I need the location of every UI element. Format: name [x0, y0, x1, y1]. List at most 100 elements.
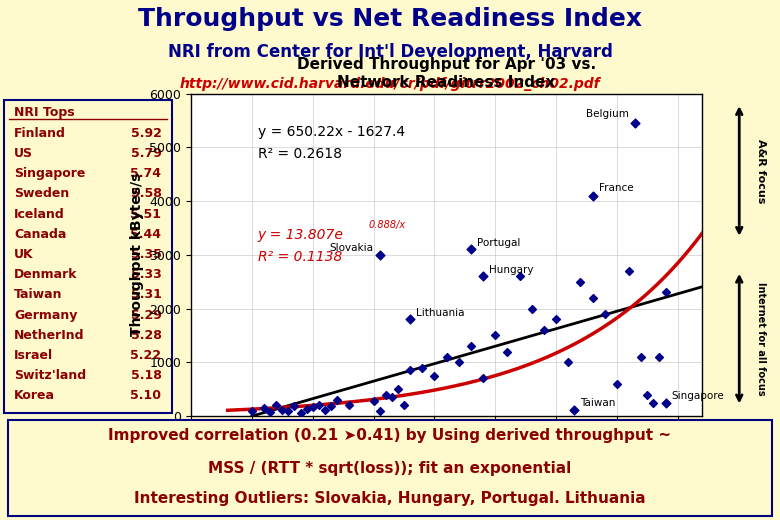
Text: Interesting Outliers: Slovakia, Hungary, Portugal. Lithuania: Interesting Outliers: Slovakia, Hungary,… — [134, 491, 646, 506]
Text: Germany: Germany — [14, 308, 77, 321]
Text: 5.22: 5.22 — [130, 349, 161, 362]
Text: R² = 0.1138: R² = 0.1138 — [257, 250, 342, 264]
Text: Taiwan: Taiwan — [14, 288, 62, 301]
Text: Belgium: Belgium — [586, 109, 629, 119]
Text: Canada: Canada — [14, 228, 66, 241]
Point — [568, 406, 580, 414]
Point — [264, 408, 276, 416]
Point — [300, 405, 313, 413]
Point — [270, 401, 282, 409]
Text: UK: UK — [14, 248, 34, 261]
Text: Korea: Korea — [14, 389, 55, 402]
Text: A&R focus: A&R focus — [757, 139, 767, 203]
Point — [404, 315, 417, 323]
Point — [324, 402, 337, 410]
Text: Lithuania: Lithuania — [417, 308, 465, 318]
Text: 5.79: 5.79 — [130, 147, 161, 160]
Y-axis label: Throughput kBytes/s: Throughput kBytes/s — [129, 173, 144, 336]
Point — [398, 401, 410, 409]
Text: Sweden: Sweden — [14, 187, 69, 200]
Point — [313, 401, 325, 409]
Text: Portugal: Portugal — [477, 238, 520, 248]
Text: 0.888/x: 0.888/x — [369, 219, 406, 230]
Text: US: US — [14, 147, 33, 160]
Text: 5.29: 5.29 — [130, 308, 161, 321]
Text: Singapore: Singapore — [14, 167, 86, 180]
FancyBboxPatch shape — [4, 100, 172, 413]
Text: 5.74: 5.74 — [130, 167, 161, 180]
Point — [258, 404, 271, 412]
Point — [465, 245, 477, 254]
Point — [641, 391, 654, 399]
Text: 5.28: 5.28 — [130, 329, 161, 342]
Text: y = 650.22x - 1627.4: y = 650.22x - 1627.4 — [257, 124, 405, 138]
Text: R² = 0.2618: R² = 0.2618 — [257, 147, 342, 161]
Point — [587, 191, 599, 200]
Point — [380, 391, 392, 399]
Point — [513, 272, 526, 280]
Point — [477, 272, 489, 280]
Text: Hungary: Hungary — [489, 265, 534, 275]
Text: 5.92: 5.92 — [130, 127, 161, 140]
Point — [659, 288, 672, 296]
Text: y = 13.807e: y = 13.807e — [257, 228, 343, 242]
Text: Internet for all focus: Internet for all focus — [757, 282, 767, 395]
Text: 5.44: 5.44 — [130, 228, 161, 241]
Text: Throughput vs Net Readiness Index: Throughput vs Net Readiness Index — [138, 7, 642, 32]
Title: Derived Throughput for Apr '03 vs.
Network Readiness Index: Derived Throughput for Apr '03 vs. Netwo… — [297, 57, 596, 89]
Text: Taiwan: Taiwan — [580, 398, 615, 408]
Text: MSS / (RTT * sqrt(loss)); fit an exponential: MSS / (RTT * sqrt(loss)); fit an exponen… — [208, 461, 572, 476]
Text: NRI Tops: NRI Tops — [14, 107, 75, 120]
Point — [276, 406, 289, 414]
Text: Slovakia: Slovakia — [330, 243, 374, 253]
Text: 5.35: 5.35 — [130, 248, 161, 261]
Text: 5.31: 5.31 — [130, 288, 161, 301]
Text: Improved correlation (0.21 ➤0.41) by Using derived throughput ~: Improved correlation (0.21 ➤0.41) by Usi… — [108, 428, 672, 444]
Point — [440, 353, 452, 361]
Point — [574, 278, 587, 286]
Point — [374, 251, 386, 259]
Text: Finland: Finland — [14, 127, 66, 140]
Point — [611, 380, 623, 388]
Point — [653, 353, 665, 361]
Text: 5.58: 5.58 — [130, 187, 161, 200]
Point — [282, 407, 295, 415]
Point — [392, 385, 404, 393]
Point — [562, 358, 574, 367]
Point — [331, 396, 343, 404]
Text: 5.51: 5.51 — [130, 207, 161, 220]
Point — [428, 371, 441, 380]
Point — [526, 304, 538, 313]
Point — [319, 406, 332, 414]
Point — [246, 407, 258, 415]
Point — [501, 347, 513, 356]
Point — [587, 294, 599, 302]
Text: NRI from Center for Int'l Development, Harvard: NRI from Center for Int'l Development, H… — [168, 43, 612, 61]
Point — [307, 402, 319, 411]
Point — [489, 331, 502, 340]
Point — [404, 366, 417, 374]
Text: Singapore: Singapore — [672, 391, 725, 401]
Text: http://www.cid.harvard.edu/cr/pdf/gitrr2002_ch02.pdf: http://www.cid.harvard.edu/cr/pdf/gitrr2… — [179, 77, 601, 91]
Point — [622, 267, 635, 275]
FancyBboxPatch shape — [8, 420, 772, 516]
Point — [629, 119, 641, 127]
Point — [537, 326, 550, 334]
Point — [289, 402, 301, 410]
Point — [385, 393, 398, 401]
Point — [416, 363, 428, 372]
Point — [477, 374, 489, 383]
Text: Israel: Israel — [14, 349, 53, 362]
X-axis label: Network Readiness Index: Network Readiness Index — [338, 444, 555, 459]
Point — [550, 315, 562, 323]
Text: France: France — [598, 183, 633, 193]
Point — [635, 353, 647, 361]
Text: NetherInd: NetherInd — [14, 329, 84, 342]
Text: Iceland: Iceland — [14, 207, 65, 220]
Point — [465, 342, 477, 350]
Text: Switz'land: Switz'land — [14, 369, 86, 382]
Point — [294, 409, 307, 418]
Point — [374, 407, 386, 415]
Point — [367, 397, 380, 405]
Point — [452, 358, 465, 367]
